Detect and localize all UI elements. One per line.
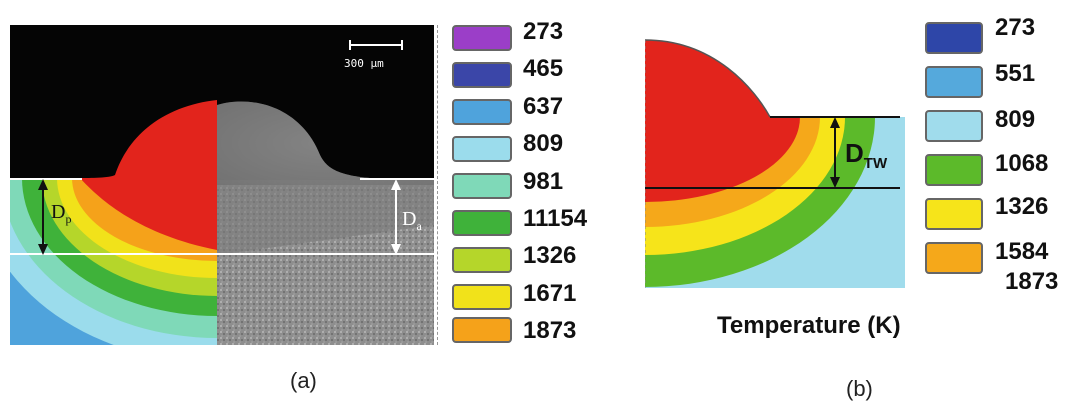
legend-b-label-3: 1068 xyxy=(995,150,1049,177)
legend-a-label-3: 809 xyxy=(523,130,564,157)
dp-label: Dp xyxy=(51,201,72,226)
legend-b-swatch-5 xyxy=(925,242,983,274)
legend-a-swatch-5 xyxy=(452,210,512,236)
legend-b-label-1: 551 xyxy=(995,60,1036,87)
legend-b-label-0: 273 xyxy=(995,14,1036,41)
legend-a-swatch-2 xyxy=(452,99,512,125)
legend-a: 273 465 637 809 981 11154 1326 1671 1873 xyxy=(445,20,605,345)
legend-b-swatch-3 xyxy=(925,154,983,186)
panel-a-image: 300 μm Dp Da xyxy=(10,25,434,345)
caption-b: (b) xyxy=(846,376,873,401)
weld-cross-section-b xyxy=(644,30,905,288)
legend-a-label-7: 1671 xyxy=(523,280,577,307)
caption-a: (a) xyxy=(290,368,317,393)
legend-b-swatch-1 xyxy=(925,66,983,98)
dtw-label: DTW xyxy=(845,138,888,173)
panel-b-image: DTW xyxy=(644,30,905,288)
legend-b-swatch-4 xyxy=(925,198,983,230)
temperature-title: Temperature (K) xyxy=(717,312,901,339)
da-label: Da xyxy=(402,208,422,233)
legend-a-swatch-0 xyxy=(452,25,512,51)
legend-a-label-5: 11154 xyxy=(523,205,588,232)
micrograph-half xyxy=(217,101,434,345)
legend-a-label-6: 1326 xyxy=(523,242,577,269)
legend-a-label-8: 1873 xyxy=(523,317,577,344)
legend-b: 273 551 809 1068 1326 1584 1873 xyxy=(925,10,1069,300)
legend-b-swatch-2 xyxy=(925,110,983,142)
legend-a-label-0: 273 xyxy=(523,18,564,45)
legend-a-swatch-8 xyxy=(452,317,512,343)
legend-a-swatch-7 xyxy=(452,284,512,310)
simulation-half xyxy=(10,100,217,345)
legend-b-label-4: 1326 xyxy=(995,193,1049,220)
legend-b-swatch-0 xyxy=(925,22,983,54)
legend-a-label-4: 981 xyxy=(523,168,564,195)
legend-b-label-2: 809 xyxy=(995,106,1036,133)
panel-a-edge xyxy=(437,25,438,345)
legend-b-label-extra: 1873 xyxy=(1005,268,1059,295)
legend-a-swatch-1 xyxy=(452,62,512,88)
melt-pool-b xyxy=(645,40,770,117)
legend-a-swatch-6 xyxy=(452,247,512,273)
legend-b-label-5: 1584 xyxy=(995,238,1049,265)
legend-a-swatch-3 xyxy=(452,136,512,162)
legend-a-label-1: 465 xyxy=(523,55,564,82)
legend-a-swatch-4 xyxy=(452,173,512,199)
melt-pool-a xyxy=(80,100,217,250)
legend-a-label-2: 637 xyxy=(523,93,564,120)
weld-cross-section-a xyxy=(10,25,434,345)
scale-bar-label: 300 μm xyxy=(344,57,384,70)
